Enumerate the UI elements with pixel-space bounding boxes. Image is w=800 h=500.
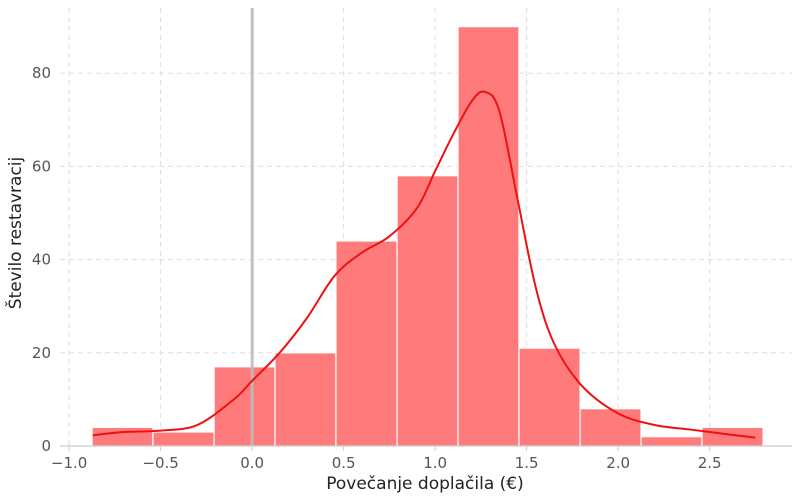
- histogram-bar: [274, 352, 337, 447]
- y-tick-labels: 0 20 40 60 80: [32, 64, 51, 455]
- y-tick-label: 0: [41, 437, 51, 455]
- x-tick-label: −0.5: [142, 454, 178, 472]
- y-tick-label: 20: [32, 344, 51, 362]
- kde-curve: [92, 90, 756, 439]
- histogram-bars: [91, 26, 764, 447]
- y-tick-label: 80: [32, 64, 51, 82]
- histogram-bar: [152, 431, 215, 447]
- histogram-bar: [579, 408, 642, 447]
- kde-curve-group: [92, 90, 756, 439]
- x-tick-label: 1.5: [515, 454, 539, 472]
- histogram-bar: [91, 426, 154, 447]
- x-axis-label: Povečanje doplačila (€): [326, 474, 524, 494]
- x-tick-label: 0.0: [240, 454, 264, 472]
- histogram-bar: [640, 436, 703, 447]
- histogram-bar: [457, 26, 520, 447]
- histogram-bar: [518, 347, 581, 447]
- x-tick-label: 2.0: [606, 454, 630, 472]
- y-tick-label: 60: [32, 157, 51, 175]
- x-tick-label: 1.0: [423, 454, 447, 472]
- x-tick-labels: −1.0 −0.5 0.0 0.5 1.0 1.5 2.0 2.5: [51, 454, 722, 472]
- histogram-bar: [335, 240, 398, 447]
- x-tick-label: 2.5: [698, 454, 722, 472]
- histogram-bar: [213, 366, 276, 447]
- y-axis-label: Število restavracij: [4, 157, 26, 310]
- y-tick-label: 40: [32, 251, 51, 269]
- histogram-bar: [396, 175, 459, 447]
- x-tick-label: −1.0: [51, 454, 87, 472]
- x-tick-label: 0.5: [332, 454, 356, 472]
- axes: [60, 445, 792, 451]
